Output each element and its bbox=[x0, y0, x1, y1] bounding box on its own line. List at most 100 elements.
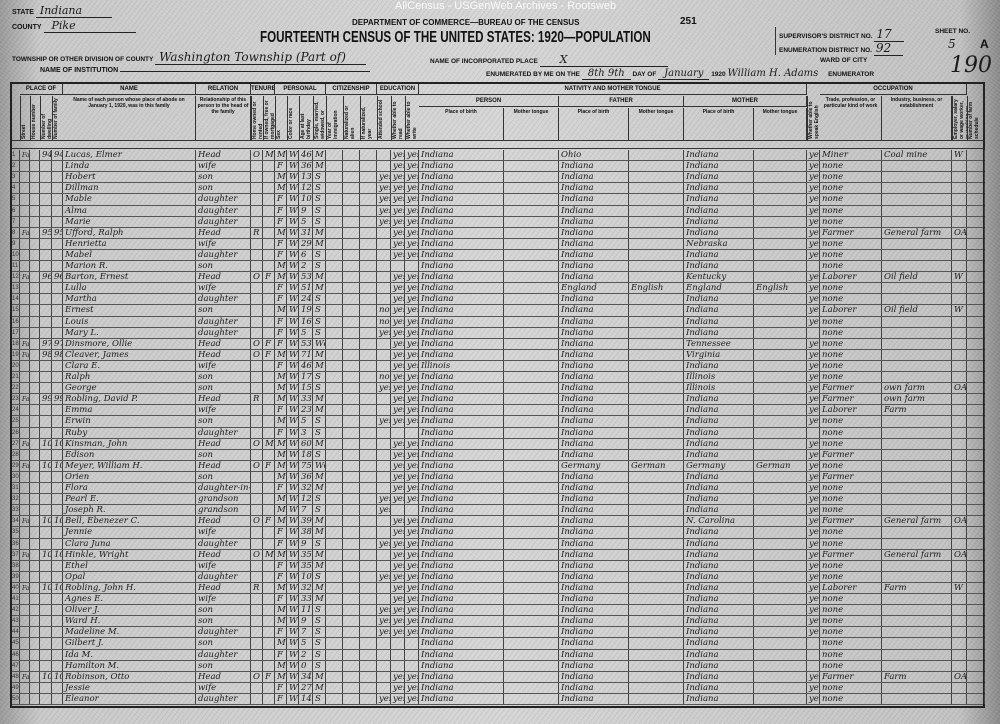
cell-dw bbox=[40, 449, 52, 460]
cell-cls bbox=[952, 427, 967, 438]
cell-street bbox=[20, 682, 30, 693]
cell-fbp: England bbox=[559, 283, 629, 294]
cell-c29 bbox=[967, 272, 985, 283]
cell-c13 bbox=[326, 638, 343, 649]
cell-bp: Indiana bbox=[419, 693, 504, 705]
cell-ftg bbox=[629, 305, 684, 316]
table-row: 5MabledaughterFW10SyesyesyesIndianaIndia… bbox=[12, 194, 985, 206]
cell-race: W bbox=[289, 571, 299, 582]
cell-street: Farm bbox=[22, 349, 30, 360]
cell-c15 bbox=[360, 505, 377, 516]
cell-sch bbox=[377, 438, 391, 449]
cell-fam: 97 bbox=[52, 338, 63, 349]
cell-c2 bbox=[30, 349, 40, 360]
cell-age: 36 bbox=[301, 471, 313, 483]
cell-c29 bbox=[967, 594, 985, 605]
cell-c15 bbox=[360, 349, 377, 360]
column-header-c5: Name of each person whose place of abode… bbox=[63, 96, 196, 140]
cell-cls bbox=[952, 205, 967, 216]
cell-rd: yes bbox=[391, 405, 405, 416]
cell-fbp: Indiana bbox=[559, 194, 629, 205]
group-header-relation: Relation bbox=[196, 84, 251, 95]
column-header-c19: Place of birth bbox=[419, 108, 504, 140]
cell-mbp: Kentucky bbox=[684, 272, 754, 283]
cell-sch bbox=[377, 594, 391, 605]
table-row: 26 Ruby daughter F W 3 S Indiana Indiana Indiana n… bbox=[12, 427, 985, 439]
cell-eng: yes bbox=[809, 316, 820, 327]
cell-eng: yes bbox=[809, 471, 820, 483]
cell-cls bbox=[952, 660, 967, 671]
cell-eng: yes bbox=[809, 416, 820, 427]
cell-wr: yes bbox=[405, 227, 419, 238]
cell-eng: yes bbox=[809, 183, 820, 194]
cell-ten bbox=[251, 527, 263, 538]
cell-ftg: English bbox=[629, 283, 684, 294]
cell-ten bbox=[251, 594, 263, 605]
cell-c29 bbox=[967, 693, 985, 705]
cell-mort bbox=[263, 327, 275, 338]
cell-sch bbox=[377, 261, 391, 272]
cell-c13 bbox=[326, 305, 343, 316]
cell-dw bbox=[40, 383, 52, 394]
cell-eng: yes bbox=[809, 360, 820, 372]
cell-ind bbox=[882, 660, 952, 671]
cell-name: Ralph bbox=[63, 372, 196, 383]
line-number: 34 bbox=[12, 516, 20, 527]
line-number: 7 bbox=[12, 216, 20, 227]
cell-cls bbox=[952, 483, 967, 494]
cell-dw bbox=[40, 205, 52, 216]
page-title: Fourteenth Census of the United States: … bbox=[260, 29, 651, 46]
cell-mort bbox=[263, 693, 275, 705]
cell-cls bbox=[952, 494, 967, 505]
cell-sex: F bbox=[275, 283, 287, 294]
line-number: 49 bbox=[12, 682, 20, 693]
cell-c14 bbox=[343, 194, 360, 205]
cell-occ: Farmer bbox=[820, 449, 882, 460]
cell-wr: yes bbox=[405, 516, 419, 527]
cell-rel: wife bbox=[196, 527, 251, 538]
table-row: 14MarthadaughterFW24SyesyesIndianaIndian… bbox=[12, 294, 985, 306]
cell-sex: F bbox=[275, 538, 287, 549]
cell-eng: yes bbox=[809, 305, 820, 316]
cell-c20 bbox=[504, 394, 559, 405]
cell-c29 bbox=[967, 560, 985, 571]
cell-c15 bbox=[360, 438, 377, 449]
cell-ftg bbox=[629, 627, 684, 638]
enumeration-date: Enumerated by me on the 8th 9th day of J… bbox=[486, 68, 875, 80]
cell-c13 bbox=[326, 283, 343, 294]
cell-name: Bell, Ebenezer C. bbox=[63, 516, 196, 527]
cell-c2 bbox=[30, 327, 40, 338]
cell-mtg bbox=[754, 216, 807, 227]
cell-c20 bbox=[504, 649, 559, 660]
cell-age: 5 bbox=[299, 216, 313, 227]
cell-sch: yes bbox=[377, 183, 391, 194]
cell-c29 bbox=[967, 249, 985, 261]
cell-wr: yes bbox=[405, 283, 419, 294]
cell-ind bbox=[882, 338, 952, 349]
cell-cls bbox=[952, 649, 967, 660]
cell-cls bbox=[952, 316, 967, 327]
cell-mbp: Indiana bbox=[684, 327, 754, 338]
cell-wr: yes bbox=[405, 405, 419, 416]
cell-cls bbox=[952, 416, 967, 427]
cell-sch: yes bbox=[377, 172, 391, 183]
cell-cls bbox=[952, 249, 967, 261]
cell-ftg bbox=[629, 216, 684, 227]
cell-age: 5 bbox=[299, 416, 313, 427]
cell-c15 bbox=[360, 283, 377, 294]
cell-ten bbox=[251, 405, 263, 416]
cell-dw bbox=[40, 294, 52, 305]
cell-rd bbox=[391, 660, 405, 671]
cell-c13 bbox=[326, 249, 343, 261]
cell-occ: none bbox=[820, 427, 882, 438]
cell-c20 bbox=[504, 316, 559, 327]
cell-ten bbox=[251, 660, 263, 671]
cell-ind bbox=[882, 460, 952, 471]
cell-race: W bbox=[289, 449, 299, 460]
cell-race: W bbox=[289, 294, 299, 305]
cell-c2 bbox=[30, 460, 40, 471]
cell-mar: M bbox=[313, 516, 326, 527]
cell-c14 bbox=[343, 249, 360, 261]
cell-age: 46 bbox=[301, 360, 313, 372]
